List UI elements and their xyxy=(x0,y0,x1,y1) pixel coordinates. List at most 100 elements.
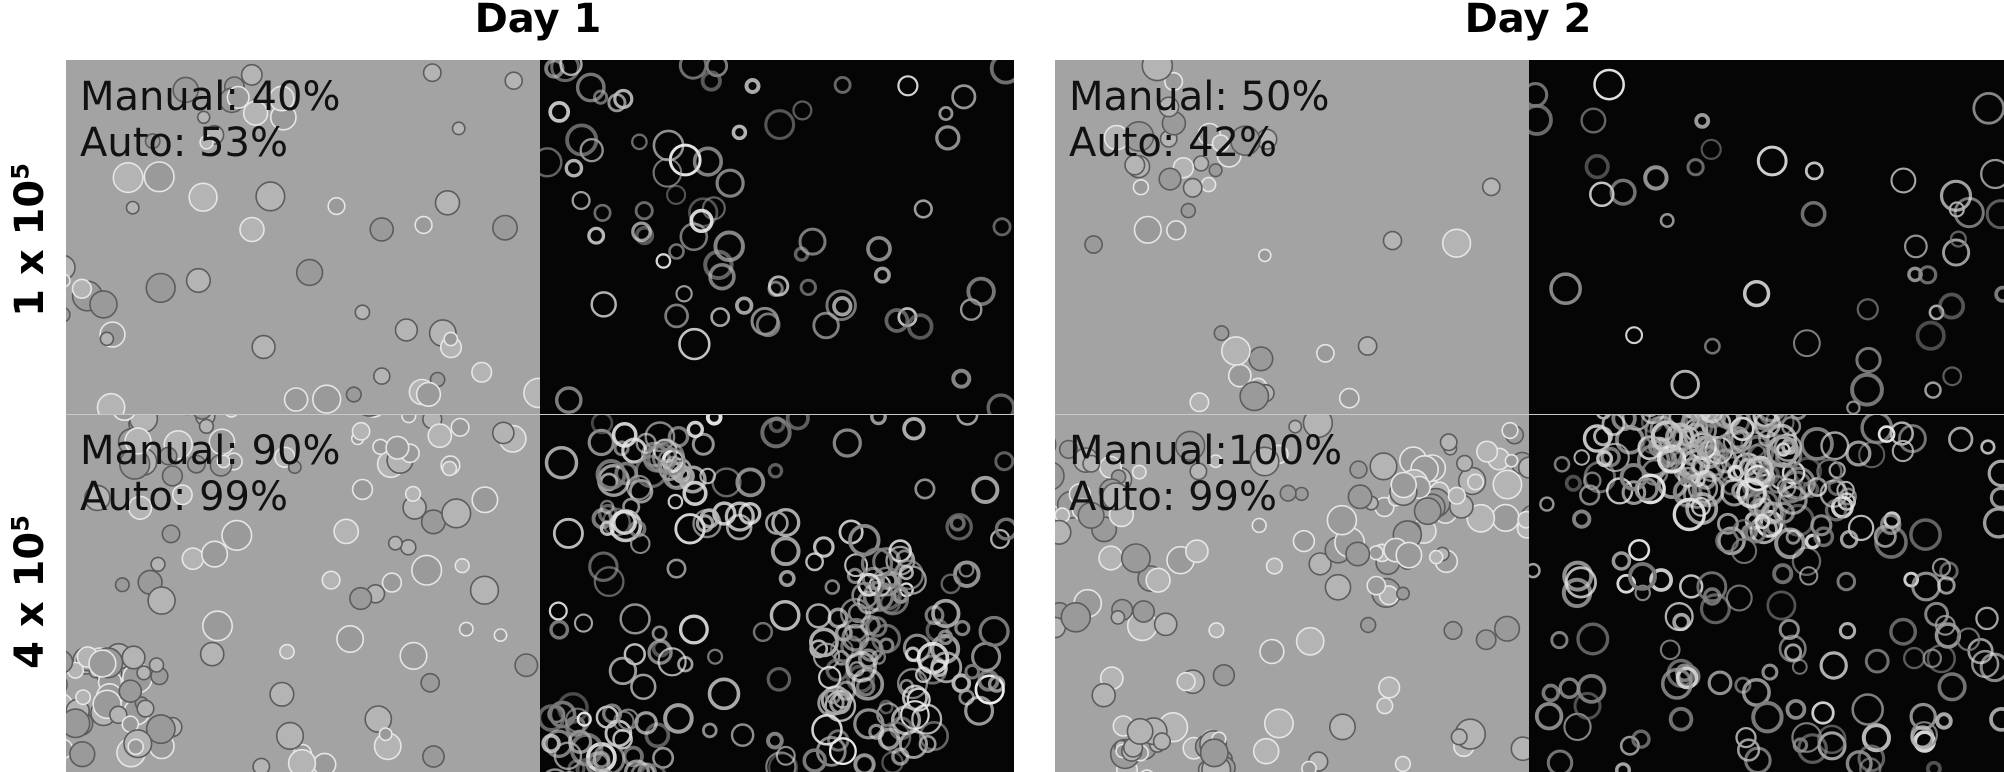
cell xyxy=(707,648,724,665)
cell xyxy=(378,727,393,742)
cell xyxy=(1564,474,1582,492)
cell xyxy=(1576,622,1610,656)
overlay-day1-low-density: Manual: 40% Auto: 53% xyxy=(80,74,340,166)
cell xyxy=(1874,525,1908,559)
cell xyxy=(679,222,709,252)
cell xyxy=(1696,414,1725,428)
cell xyxy=(1395,541,1423,569)
cell xyxy=(604,719,633,748)
cell xyxy=(1101,482,1131,511)
cell xyxy=(925,618,950,643)
cell xyxy=(1189,462,1208,481)
cell xyxy=(1880,513,1902,536)
cell xyxy=(951,368,972,389)
cell xyxy=(372,367,391,385)
cell xyxy=(268,85,295,112)
manual-score: Manual: 90% xyxy=(80,428,341,474)
cell xyxy=(1491,503,1520,532)
cell xyxy=(707,677,741,711)
cell xyxy=(893,559,925,591)
cell xyxy=(588,551,619,582)
row-label-1-exponent: 5 xyxy=(6,163,35,180)
cell xyxy=(1133,215,1162,244)
manual-score: Manual: 40% xyxy=(80,74,341,120)
cell xyxy=(1611,551,1632,571)
cell xyxy=(1864,648,1890,674)
cell xyxy=(1220,336,1251,366)
cell xyxy=(1664,602,1694,632)
cell xyxy=(770,536,801,567)
cell xyxy=(121,645,146,670)
cell xyxy=(744,78,761,94)
cell xyxy=(1501,421,1519,440)
cell xyxy=(1579,484,1601,506)
cell xyxy=(612,728,633,750)
cell xyxy=(1858,441,1886,469)
cell xyxy=(1573,449,1590,466)
brightfield-texture xyxy=(1084,60,1501,413)
cell xyxy=(1766,435,1799,468)
cell xyxy=(906,313,934,340)
cell xyxy=(755,312,781,338)
cell xyxy=(226,85,250,110)
cell xyxy=(639,763,667,772)
cell xyxy=(579,138,604,163)
cell xyxy=(765,511,789,535)
cell xyxy=(613,440,630,457)
cell xyxy=(554,386,583,414)
cell xyxy=(1860,414,1894,445)
cell xyxy=(394,318,419,342)
cell xyxy=(1584,153,1610,180)
cell xyxy=(1230,125,1261,156)
cell xyxy=(1553,455,1571,473)
cell xyxy=(351,421,371,441)
cell xyxy=(1761,663,1779,681)
cell xyxy=(1562,560,1594,592)
cell xyxy=(1732,518,1755,542)
cell xyxy=(239,216,265,243)
cell xyxy=(1447,486,1466,505)
cell xyxy=(1736,477,1767,509)
cell xyxy=(573,613,594,633)
cell xyxy=(675,285,693,303)
cell xyxy=(99,331,115,347)
cell xyxy=(158,446,178,466)
cell xyxy=(766,666,792,692)
cell xyxy=(1258,248,1272,263)
cell xyxy=(1942,366,1963,387)
cell xyxy=(199,135,214,150)
cell xyxy=(1625,326,1644,345)
cell xyxy=(1621,480,1647,505)
cell xyxy=(940,573,962,595)
cell xyxy=(799,278,817,297)
cell xyxy=(1055,438,1057,451)
cell xyxy=(888,539,912,563)
cell xyxy=(336,625,365,654)
cell xyxy=(692,146,723,177)
cell xyxy=(185,267,211,294)
cell xyxy=(1772,563,1794,585)
brightfield-texture xyxy=(66,414,539,772)
cell xyxy=(631,133,648,151)
cell xyxy=(1529,103,1553,136)
cell xyxy=(1213,325,1230,342)
cell xyxy=(199,641,225,667)
cell xyxy=(760,417,792,449)
cell xyxy=(1163,71,1184,92)
cell xyxy=(1686,158,1705,177)
cell xyxy=(1259,638,1285,665)
cell xyxy=(548,601,568,621)
cell xyxy=(591,508,613,530)
cell xyxy=(785,414,810,431)
cell xyxy=(575,757,600,772)
cell xyxy=(1124,154,1146,176)
cell xyxy=(523,377,540,409)
cell xyxy=(1797,733,1828,765)
cell xyxy=(1725,584,1753,612)
cell xyxy=(1975,606,1999,631)
cell xyxy=(902,633,932,663)
cell xyxy=(450,417,470,437)
cell xyxy=(735,467,766,498)
cell xyxy=(557,692,589,724)
cell xyxy=(1394,755,1412,772)
